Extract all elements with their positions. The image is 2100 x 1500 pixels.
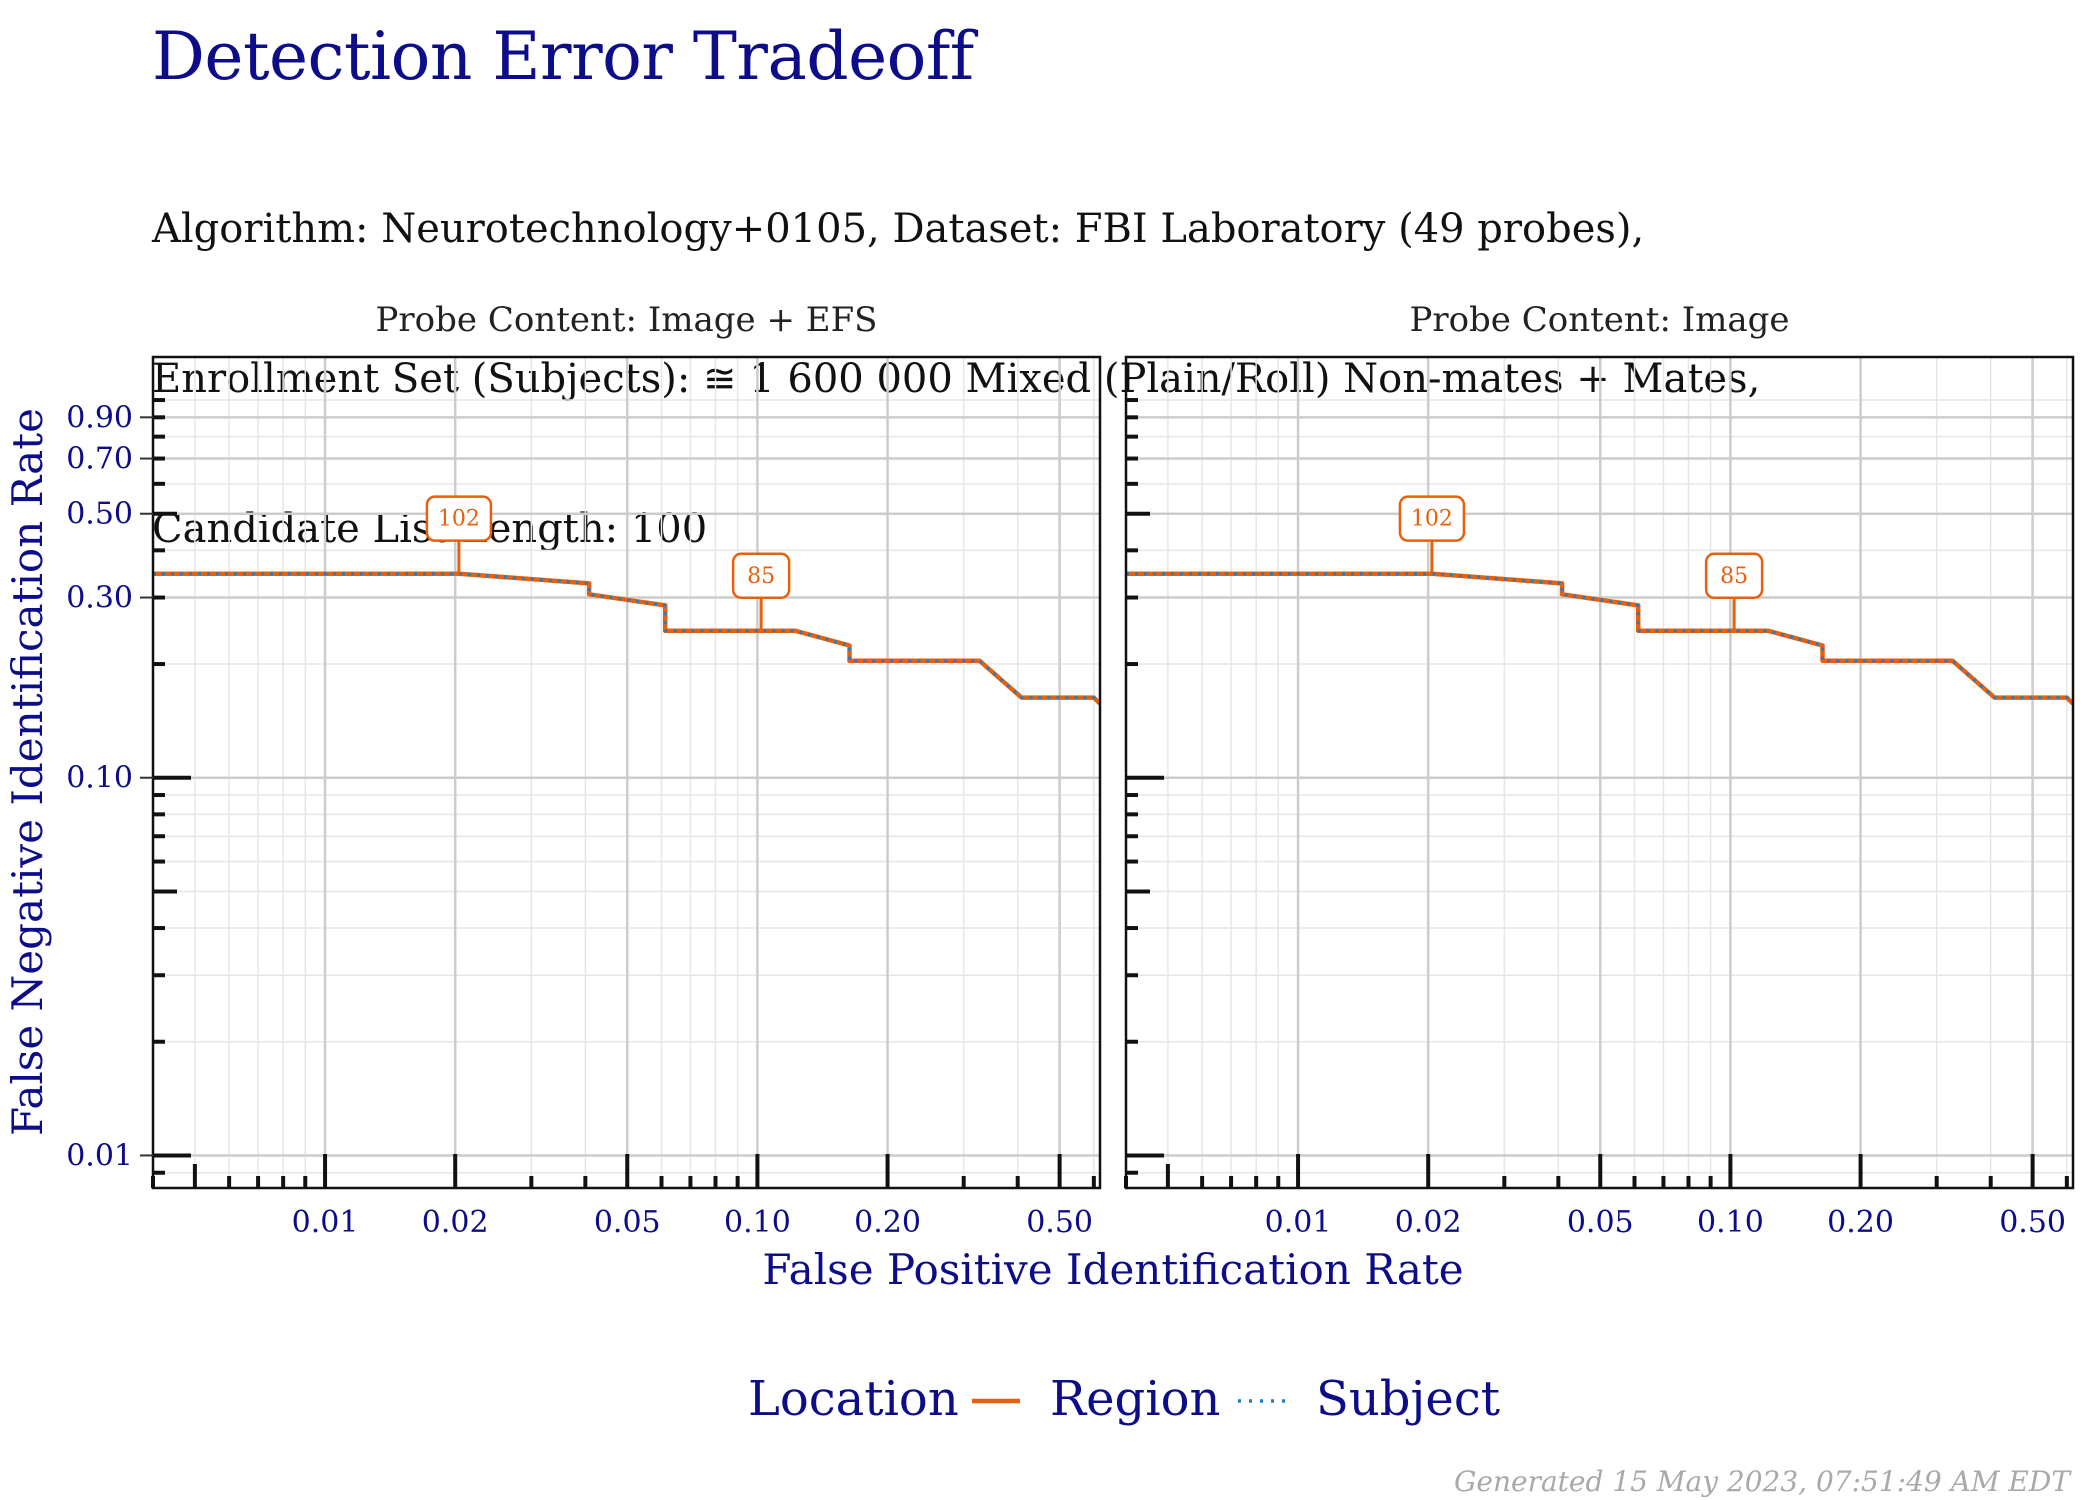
subtitle-line: Algorithm: Neurotechnology+0105, Dataset… [152,206,1645,252]
x-tick-label: 0.10 [1697,1205,1764,1240]
chart-panel: Probe Content: Image 102 85 0.01 0.02 0.05 0.1… [1124,300,2075,1240]
subtitle-line: Enrollment Set (Subjects): ≅ 1 600 000 M… [152,356,1761,402]
x-tick-label: 0.20 [1827,1205,1894,1240]
annotation-box [731,552,791,600]
y-tick-label: 0.50 [66,497,133,532]
legend-label-subject: Subject [1316,1371,1500,1427]
annotation-box [1704,552,1764,600]
annotation-box [425,495,493,542]
y-tick-label: 0.10 [66,761,133,796]
annotation-label: 102 [438,507,480,532]
series-line-subject [153,572,1102,705]
panel-border [1124,355,2075,1190]
y-tick-label: 0.90 [66,400,133,435]
y-tick-label: 0.70 [66,442,133,477]
x-tick-label: 0.05 [1567,1205,1634,1240]
annotation-box [1398,495,1466,542]
legend-label-region: Region [1050,1371,1220,1427]
x-tick-label: 0.10 [724,1205,791,1240]
panel-border [151,355,1102,1190]
series-line-subject [1126,572,2075,705]
chart-panel: Probe Content: Image + EFS 102 85 0.01 0.02 0… [66,300,1102,1240]
x-tick-label: 0.50 [1026,1205,1093,1240]
x-tick-label: 0.02 [1395,1205,1462,1240]
panel-strip-title: Probe Content: Image + EFS [376,300,878,340]
y-tick-label: 0.01 [66,1138,133,1173]
x-tick-label: 0.01 [292,1205,359,1240]
x-tick-label: 0.20 [854,1205,921,1240]
chart-title: Detection Error Tradeoff [152,18,974,95]
x-tick-label: 0.05 [594,1205,661,1240]
y-axis-title: False Negative Identification Rate [3,408,52,1136]
panel-strip-title: Probe Content: Image [1409,300,1789,340]
legend: Location Region Subject [748,1371,1500,1427]
annotation-label: 102 [1411,507,1453,532]
x-tick-label: 0.02 [422,1205,489,1240]
x-axis-title: False Positive Identification Rate [762,1245,1463,1294]
annotation-label: 85 [1720,564,1748,589]
x-tick-label: 0.50 [1999,1205,2066,1240]
y-tick-label: 0.30 [66,581,133,616]
legend-title: Location [748,1371,959,1427]
x-tick-label: 0.01 [1265,1205,1332,1240]
generated-timestamp: Generated 15 May 2023, 07:51:49 AM EDT [1454,1465,2070,1498]
annotation-label: 85 [747,564,775,589]
